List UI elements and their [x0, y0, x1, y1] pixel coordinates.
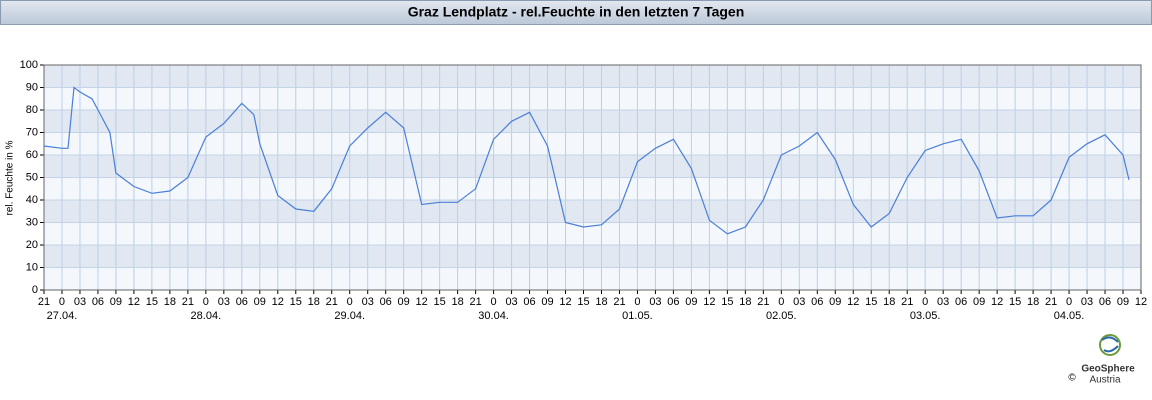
band [44, 155, 1141, 178]
x-tick-label: 18 [595, 296, 607, 308]
x-tick-label: 21 [469, 296, 481, 308]
y-tick-label: 40 [26, 194, 38, 206]
logo-icon [1101, 336, 1119, 353]
y-axis-label: rel. Feuchte in % [5, 140, 16, 215]
y-tick-label: 0 [32, 284, 38, 296]
x-tick-label: 21 [757, 296, 769, 308]
x-tick-label: 03 [1081, 296, 1093, 308]
date-label: 30.04. [478, 310, 509, 322]
x-tick-label: 0 [203, 296, 209, 308]
x-tick-label: 0 [491, 296, 497, 308]
x-tick-label: 12 [559, 296, 571, 308]
date-label: 28.04. [191, 310, 222, 322]
x-tick-label: 21 [613, 296, 625, 308]
x-tick-label: 15 [290, 296, 302, 308]
logo-text: GeoSphere [1081, 364, 1135, 375]
x-tick-label: 18 [883, 296, 895, 308]
x-tick-label: 18 [164, 296, 176, 308]
date-label: 27.04. [47, 310, 78, 322]
data-line [43, 86, 1130, 235]
x-tick-label: 21 [38, 296, 50, 308]
logo-icon [1099, 334, 1121, 356]
band [44, 245, 1141, 268]
x-tick-label: 09 [110, 296, 122, 308]
copyright: © [1068, 373, 1076, 384]
x-tick-label: 21 [901, 296, 913, 308]
x-tick-label: 03 [362, 296, 374, 308]
x-tick-label: 03 [793, 296, 805, 308]
plot-frame [43, 64, 1142, 291]
band [44, 110, 1141, 133]
x-tick-label: 06 [955, 296, 967, 308]
y-tick-label: 100 [20, 59, 38, 71]
x-tick-label: 03 [218, 296, 230, 308]
x-tick-label: 06 [92, 296, 104, 308]
band [44, 200, 1141, 223]
date-label: 04.05. [1054, 310, 1085, 322]
x-tick-label: 21 [326, 296, 338, 308]
x-tick-label: 12 [703, 296, 715, 308]
x-tick-label: 06 [667, 296, 679, 308]
x-tick-label: 0 [1066, 296, 1072, 308]
y-tick-label: 60 [26, 149, 38, 161]
title-bar [0, 0, 1152, 25]
x-tick-label: 12 [847, 296, 859, 308]
x-tick-label: 09 [973, 296, 985, 308]
x-tick-label: 12 [991, 296, 1003, 308]
x-tick-label: 15 [577, 296, 589, 308]
x-tick-label: 0 [347, 296, 353, 308]
x-tick-label: 03 [74, 296, 86, 308]
x-tick-label: 09 [398, 296, 410, 308]
x-tick-label: 06 [380, 296, 392, 308]
x-tick-label: 15 [1009, 296, 1021, 308]
x-tick-label: 09 [541, 296, 553, 308]
x-tick-label: 12 [272, 296, 284, 308]
x-tick-label: 09 [685, 296, 697, 308]
x-tick-label: 0 [778, 296, 784, 308]
x-tick-label: 18 [308, 296, 320, 308]
y-tick-label: 50 [26, 171, 38, 183]
logo [1099, 334, 1121, 356]
x-tick-label: 0 [922, 296, 928, 308]
x-tick-label: 09 [1117, 296, 1129, 308]
band [44, 65, 1141, 88]
x-tick-label: 06 [236, 296, 248, 308]
y-tick-label: 90 [26, 81, 38, 93]
x-tick-label: 18 [1027, 296, 1039, 308]
x-tick-label: 09 [254, 296, 266, 308]
logo-subtext: Austria [1089, 375, 1121, 386]
chart-title: Graz Lendplatz - rel.Feuchte in den letz… [408, 4, 745, 20]
x-tick-label: 03 [649, 296, 661, 308]
x-tick-label: 21 [1045, 296, 1057, 308]
date-label: 01.05. [622, 310, 653, 322]
x-tick-label: 03 [937, 296, 949, 308]
y-tick-label: 20 [26, 239, 38, 251]
x-tick-label: 12 [416, 296, 428, 308]
x-tick-label: 0 [634, 296, 640, 308]
y-tick-label: 80 [26, 104, 38, 116]
date-label: 02.05. [766, 310, 797, 322]
x-tick-label: 15 [434, 296, 446, 308]
x-tick-label: 21 [182, 296, 194, 308]
y-tick-label: 70 [26, 126, 38, 138]
x-tick-label: 12 [1135, 296, 1147, 308]
x-tick-label: 06 [523, 296, 535, 308]
x-tick-label: 03 [505, 296, 517, 308]
x-tick-label: 06 [811, 296, 823, 308]
x-tick-label: 15 [146, 296, 158, 308]
x-tick-label: 06 [1099, 296, 1111, 308]
x-tick-label: 09 [829, 296, 841, 308]
date-label: 03.05. [910, 310, 941, 322]
y-tick-label: 10 [26, 261, 38, 273]
x-tick-label: 0 [59, 296, 65, 308]
date-label: 29.04. [334, 310, 365, 322]
x-tick-label: 12 [128, 296, 140, 308]
x-tick-label: 15 [865, 296, 877, 308]
x-tick-label: 18 [451, 296, 463, 308]
x-tick-label: 15 [721, 296, 733, 308]
x-tick-label: 18 [739, 296, 751, 308]
y-tick-label: 30 [26, 216, 38, 228]
